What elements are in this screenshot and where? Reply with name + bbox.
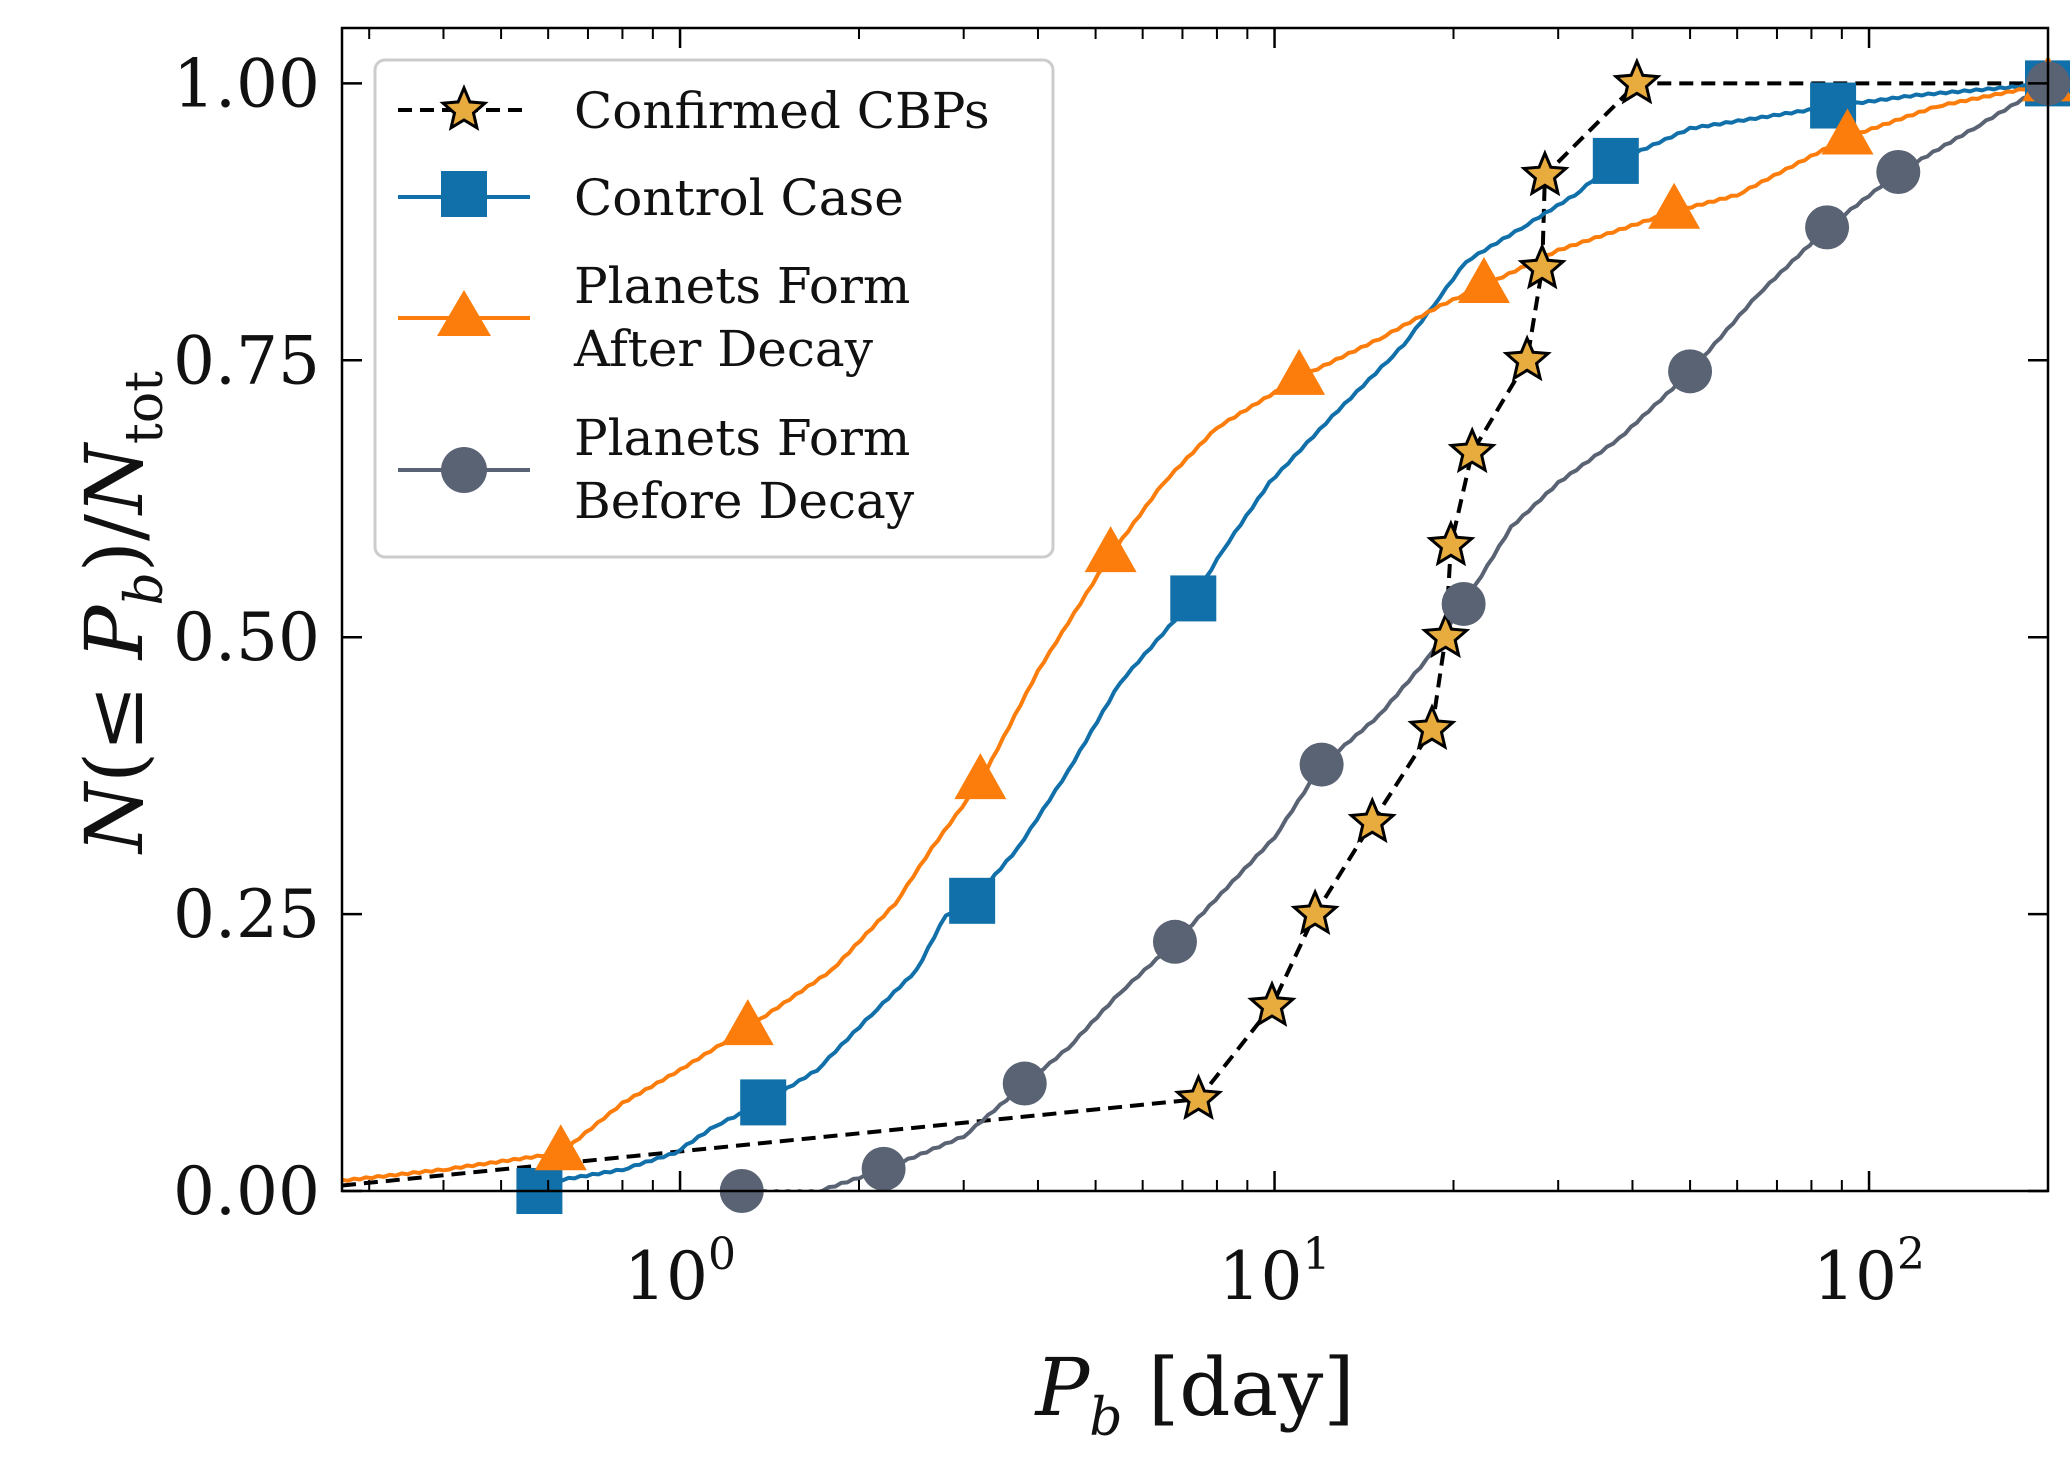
- square-marker-icon: [441, 171, 487, 217]
- legend-label-after-line1: Planets Form: [574, 257, 910, 315]
- legend-box: [373, 58, 1055, 559]
- cbp-star-marker: [1612, 57, 1662, 105]
- cbp-star-marker: [1407, 703, 1457, 751]
- y-axis-title: N(≤ Pb)/Ntot: [68, 371, 175, 855]
- y-tick-label: 0.25: [173, 876, 320, 953]
- x-tick-label: 102: [1813, 1229, 1925, 1315]
- control-square-marker: [1170, 575, 1217, 622]
- before-circle-marker: [1805, 205, 1850, 250]
- cbp-star-marker: [1173, 1073, 1224, 1121]
- x-tick-label: 100: [624, 1229, 736, 1315]
- legend-label-after-line2: After Decay: [573, 320, 874, 378]
- cbp-star-marker: [1290, 888, 1340, 936]
- control-square-marker: [1592, 137, 1639, 184]
- y-tick-label: 1.00: [173, 45, 320, 122]
- cbp-star-marker: [1426, 519, 1476, 567]
- cbp-star-marker: [1520, 149, 1570, 197]
- legend-label-control: Control Case: [574, 169, 904, 227]
- before-circle-marker: [1876, 149, 1921, 194]
- after-triangle-marker: [1273, 348, 1326, 395]
- cbp-star-marker: [1421, 611, 1471, 659]
- y-tick-label: 0.50: [173, 599, 320, 676]
- before-circle-marker: [1441, 581, 1486, 626]
- after-triangle-marker: [1084, 526, 1137, 573]
- after-triangle-marker: [1821, 108, 1874, 155]
- cbp-star-marker: [1502, 334, 1552, 382]
- after-triangle-marker: [534, 1124, 587, 1171]
- before-circle-marker: [1152, 919, 1197, 964]
- cbp-star-marker: [1517, 242, 1567, 290]
- after-triangle-marker: [1457, 256, 1510, 303]
- before-circle-marker: [861, 1146, 906, 1191]
- y-tick-label: 0.75: [173, 322, 320, 399]
- cbp-star-marker: [1347, 796, 1397, 844]
- control-square-marker: [740, 1079, 787, 1126]
- legend-entry-control-case: Control Case: [398, 169, 904, 227]
- plot-frame: [340, 26, 2050, 1193]
- x-axis-title: Pb [day]: [1033, 1341, 1354, 1448]
- legend-label-before-line1: Planets Form: [574, 409, 910, 467]
- control-square-marker: [949, 877, 996, 924]
- x-tick-label: 101: [1219, 1229, 1331, 1315]
- cbp-star-marker: [1247, 980, 1297, 1027]
- legend-label-cbp: Confirmed CBPs: [574, 82, 990, 140]
- tick-labels: 0.00 0.25 0.50 0.75 1.00 100 101 102: [173, 45, 1925, 1315]
- ticks-layer: [342, 28, 2049, 1193]
- legend-entry-after-decay: Planets Form After Decay: [398, 257, 910, 378]
- legend: Confirmed CBPs Control Case Planets Form…: [373, 58, 1055, 559]
- after-triangle-marker: [954, 753, 1007, 800]
- series-line-1: [538, 81, 2048, 1191]
- legend-label-before-line2: Before Decay: [574, 472, 915, 530]
- after-triangle-marker: [1648, 182, 1701, 229]
- legend-entry-before-decay: Planets Form Before Decay: [398, 409, 915, 530]
- legend-entry-confirmed-cbps: Confirmed CBPs: [398, 82, 990, 140]
- circle-marker-icon: [441, 447, 487, 493]
- series-line-2: [342, 82, 2048, 1183]
- marker-layer: [516, 55, 2070, 1214]
- triangle-marker-icon: [437, 290, 491, 336]
- before-circle-marker: [1299, 742, 1344, 787]
- cbp-star-marker: [1447, 426, 1497, 474]
- star-marker-icon: [439, 84, 489, 131]
- before-circle-marker: [1002, 1061, 1047, 1106]
- y-tick-label: 0.00: [173, 1153, 320, 1230]
- before-circle-marker: [1668, 349, 1713, 394]
- after-triangle-marker: [721, 999, 774, 1046]
